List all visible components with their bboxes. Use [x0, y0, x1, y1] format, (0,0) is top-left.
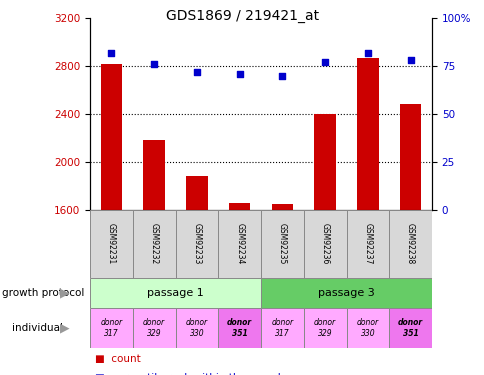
Text: ▶: ▶ [60, 321, 69, 334]
Bar [303, 308, 346, 348]
Bar [260, 278, 431, 308]
Bar [260, 210, 303, 278]
Text: donor
351: donor 351 [397, 318, 423, 338]
Text: ▶: ▶ [60, 286, 69, 300]
Text: donor
329: donor 329 [143, 318, 165, 338]
Text: donor
330: donor 330 [185, 318, 208, 338]
Text: passage 3: passage 3 [318, 288, 374, 298]
Bar [346, 308, 389, 348]
Text: donor
317: donor 317 [100, 318, 122, 338]
Text: GSM92234: GSM92234 [235, 223, 243, 265]
Bar [389, 308, 431, 348]
Text: GSM92236: GSM92236 [320, 223, 329, 265]
Point [406, 57, 414, 63]
Text: GSM92238: GSM92238 [405, 224, 414, 265]
Text: GSM92237: GSM92237 [363, 223, 372, 265]
Bar [399, 104, 421, 210]
Bar [218, 308, 260, 348]
Point [107, 50, 115, 55]
Bar [133, 308, 175, 348]
Text: ■  percentile rank within the sample: ■ percentile rank within the sample [95, 373, 287, 375]
Bar [133, 210, 175, 278]
Text: GSM92235: GSM92235 [277, 223, 286, 265]
Bar [175, 210, 218, 278]
Text: growth protocol: growth protocol [2, 288, 85, 298]
Bar [303, 210, 346, 278]
Bar [143, 140, 165, 210]
Text: GSM92232: GSM92232 [150, 224, 158, 265]
Text: donor
317: donor 317 [271, 318, 293, 338]
Text: ■  count: ■ count [95, 354, 140, 364]
Text: passage 1: passage 1 [147, 288, 203, 298]
Point [278, 73, 286, 79]
Bar [389, 210, 431, 278]
Point [193, 69, 200, 75]
Bar [271, 204, 292, 210]
Bar [101, 64, 122, 210]
Bar [228, 203, 250, 210]
Bar [90, 308, 133, 348]
Text: GDS1869 / 219421_at: GDS1869 / 219421_at [166, 9, 318, 23]
Bar [356, 58, 378, 210]
Text: GSM92233: GSM92233 [192, 223, 201, 265]
Bar [90, 210, 133, 278]
Point [150, 61, 158, 67]
Text: individual: individual [12, 323, 63, 333]
Point [320, 59, 328, 65]
Bar [260, 308, 303, 348]
Bar [314, 114, 335, 210]
Text: donor
351: donor 351 [227, 318, 252, 338]
Point [363, 50, 371, 55]
Text: donor
329: donor 329 [314, 318, 335, 338]
Text: GSM92231: GSM92231 [106, 224, 116, 265]
Bar [175, 308, 218, 348]
Bar [90, 278, 260, 308]
Bar [346, 210, 389, 278]
Text: donor
330: donor 330 [356, 318, 378, 338]
Point [235, 70, 243, 76]
Bar [218, 210, 260, 278]
Bar [186, 176, 207, 210]
